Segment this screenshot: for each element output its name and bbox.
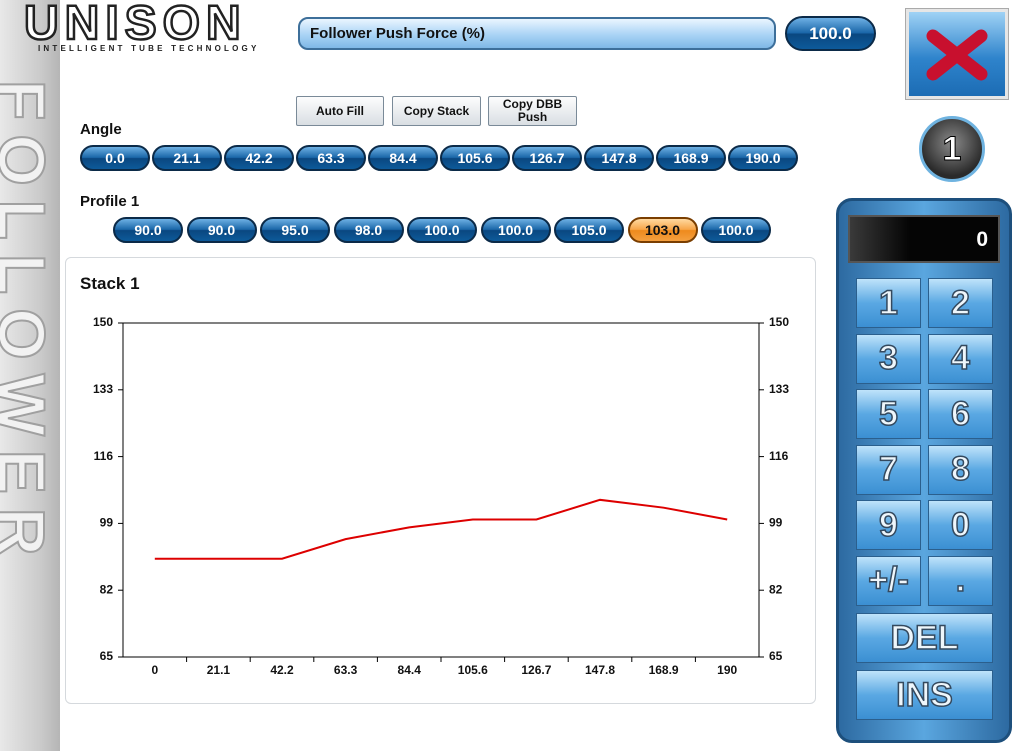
x-tick-label: 42.2: [270, 663, 294, 677]
y-tick-label: 116: [94, 449, 114, 463]
logo-brand: UNISON: [23, 0, 247, 51]
logo-tagline: INTELLIGENT TUBE TECHNOLOGY: [38, 44, 260, 53]
profile-value[interactable]: 100.0: [701, 217, 771, 243]
profile-value[interactable]: 100.0: [407, 217, 477, 243]
parameter-value[interactable]: 100.0: [785, 16, 876, 51]
x-tick-label: 168.9: [649, 663, 679, 677]
keypad-key[interactable]: 9: [856, 500, 921, 550]
x-tick-label: 84.4: [398, 663, 422, 677]
profile-value[interactable]: 90.0: [186, 217, 257, 243]
y2-tick-label: 150: [769, 315, 789, 329]
keypad-key[interactable]: 6: [928, 389, 993, 439]
keypad-key[interactable]: +/-: [856, 555, 921, 606]
keypad-key[interactable]: DEL: [856, 613, 993, 663]
profile-value[interactable]: 100.0: [480, 217, 551, 243]
angle-value[interactable]: 0.0: [80, 145, 150, 171]
y2-tick-label: 133: [769, 382, 789, 396]
x-tick-label: 63.3: [334, 663, 358, 677]
sidebar: [0, 0, 60, 751]
y-tick-label: 65: [100, 649, 114, 663]
angle-value[interactable]: 42.2: [224, 145, 294, 171]
profile-value[interactable]: 103.0: [627, 217, 698, 243]
profile-value[interactable]: 95.0: [260, 217, 330, 243]
y2-tick-label: 99: [769, 516, 783, 530]
keypad-key[interactable]: 8: [928, 444, 993, 495]
y-tick-label: 82: [100, 582, 114, 596]
parameter-name: Follower Push Force (%): [298, 17, 776, 50]
toolbar-button[interactable]: Auto Fill: [296, 96, 384, 126]
close-icon: [926, 29, 988, 81]
x-tick-label: 147.8: [585, 663, 615, 677]
keypad-key[interactable]: 4: [928, 333, 993, 384]
angle-value[interactable]: 190.0: [728, 145, 798, 171]
angle-value[interactable]: 126.7: [512, 145, 582, 171]
angle-value[interactable]: 105.6: [440, 145, 510, 171]
toolbar-button[interactable]: Copy DBB Push: [488, 96, 577, 126]
y2-tick-label: 65: [769, 649, 783, 663]
x-tick-label: 190: [717, 663, 737, 677]
keypad-key[interactable]: INS: [856, 670, 993, 720]
keypad-key[interactable]: 0: [928, 500, 993, 550]
keypad-key[interactable]: 2: [928, 278, 993, 328]
chart-title: Stack 1: [80, 274, 140, 293]
profile-value[interactable]: 90.0: [113, 217, 183, 243]
y-tick-label: 133: [93, 382, 113, 396]
x-tick-label: 105.6: [458, 663, 488, 677]
data-line: [154, 498, 728, 560]
plot-frame: [122, 322, 760, 658]
angle-label: Angle: [80, 121, 122, 138]
y2-tick-label: 116: [769, 449, 789, 463]
angle-value[interactable]: 147.8: [584, 145, 654, 171]
profile-value[interactable]: 105.0: [554, 217, 624, 243]
profile-value[interactable]: 98.0: [333, 217, 404, 243]
y-tick-label: 150: [93, 315, 113, 329]
angle-value[interactable]: 84.4: [368, 145, 438, 171]
x-tick-label: 21.1: [207, 663, 231, 677]
close-button[interactable]: [905, 8, 1009, 100]
y-tick-label: 99: [100, 516, 114, 530]
x-tick-label: 126.7: [521, 663, 551, 677]
keypad-key[interactable]: 5: [856, 389, 921, 439]
keypad-key[interactable]: 1: [856, 278, 921, 328]
angle-value[interactable]: 63.3: [296, 145, 366, 171]
keypad-key[interactable]: 3: [856, 333, 921, 384]
x-tick-label: 0: [151, 663, 158, 677]
side-label: FOLLOWER: [0, 79, 60, 571]
stack-indicator[interactable]: 1: [919, 116, 985, 182]
profile-label: Profile 1: [80, 193, 140, 210]
keypad-display: 0: [848, 215, 1000, 263]
chart: 65 82 99 116 133 150 65 82 99 116 133 150 0 21.1 42.2 6…: [93, 315, 789, 677]
angle-value[interactable]: 168.9: [656, 145, 726, 171]
keypad-key[interactable]: .: [928, 555, 993, 606]
y2-tick-label: 82: [769, 582, 783, 596]
angle-value[interactable]: 21.1: [152, 145, 222, 171]
keypad-key[interactable]: 7: [856, 444, 921, 495]
toolbar-button[interactable]: Copy Stack: [392, 96, 481, 126]
chart-panel: Stack 1 65 82 99 116 133 150 65 82 99 116 133 150 0 2…: [65, 257, 816, 704]
